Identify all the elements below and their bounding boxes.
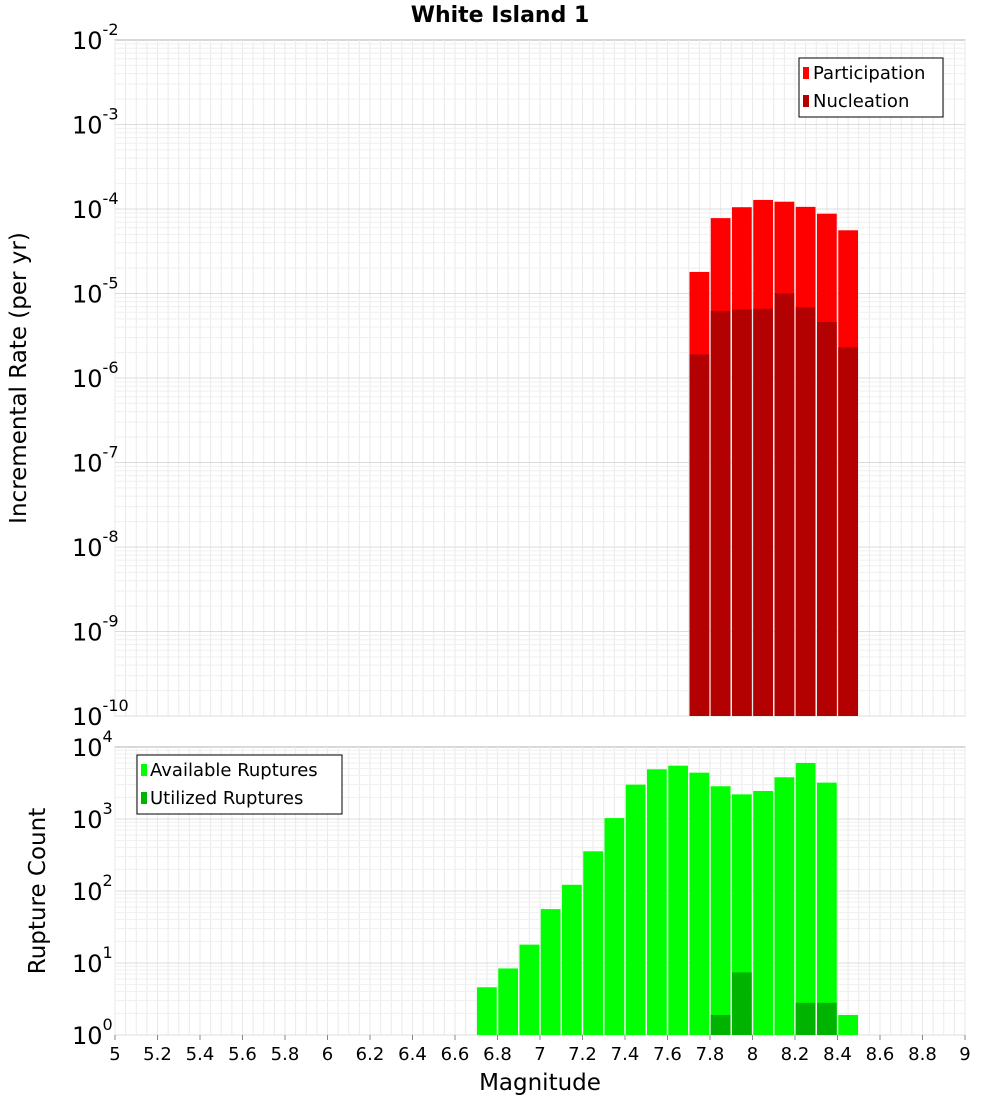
x-tick-label: 5.6 [228, 1044, 257, 1065]
x-tick-label: 7 [534, 1044, 545, 1065]
count-legend: Available Ruptures Utilized Ruptures [136, 754, 343, 815]
x-tick-label: 7.8 [696, 1044, 725, 1065]
x-tick-label: 6.2 [356, 1044, 385, 1065]
utilized-ruptures-bar [732, 972, 752, 1035]
count-y-tick-label: 104 [72, 727, 113, 762]
x-tick-label: 8 [747, 1044, 758, 1065]
available-legend-label: Available Ruptures [150, 760, 318, 781]
utilized-ruptures-bar [710, 1014, 731, 1035]
available-ruptures-bar [795, 762, 816, 1035]
x-tick-label: 8.2 [781, 1044, 810, 1065]
rate-panel: 10-10 10-9 10-8 10-7 10-6 10-5 10-4 10-3 10-2 In… [6, 20, 966, 731]
x-tick-label: 5.8 [271, 1044, 300, 1065]
available-ruptures-bar [817, 782, 837, 1035]
rate-y-axis-label: Incremental Rate (per yr) [6, 232, 32, 524]
rate-y-tick-label: 10-5 [72, 274, 119, 309]
available-ruptures-bar [625, 784, 646, 1035]
rate-legend: Participation Nucleation [798, 57, 944, 118]
available-ruptures-bar [838, 1014, 858, 1035]
x-tick-label: 7.6 [653, 1044, 682, 1065]
rate-y-tick-label: 10-3 [72, 105, 119, 140]
available-ruptures-bar [540, 909, 561, 1035]
rate-y-tick-label: 10-10 [72, 696, 129, 731]
x-axis-ticks: 5 5.2 5.4 5.6 5.8 6 6.2 6.4 6.6 6.8 7 7.2 7.4 7.6 7.8 8… [109, 1035, 971, 1065]
rate-gridlines [114, 40, 966, 717]
utilized-ruptures-bar [817, 1002, 837, 1035]
x-tick-label: 7.4 [611, 1044, 640, 1065]
utilized-legend-swatch [141, 792, 147, 804]
nucleation-bar [774, 293, 795, 716]
available-ruptures-bar [519, 944, 540, 1035]
x-tick-label: 6.6 [441, 1044, 470, 1065]
x-tick-label: 5.2 [143, 1044, 172, 1065]
rate-y-tick-label: 10-8 [72, 527, 119, 562]
available-legend-swatch [141, 764, 147, 776]
utilized-legend-label: Utilized Ruptures [150, 788, 303, 809]
count-y-ticks: 100 101 102 103 104 [72, 727, 113, 1050]
available-ruptures-bar [753, 790, 773, 1035]
x-tick-label: 8.4 [823, 1044, 852, 1065]
available-ruptures-bar [604, 818, 625, 1035]
rate-bars [689, 199, 858, 717]
rate-y-tick-label: 10-4 [72, 189, 119, 224]
available-ruptures-bar [562, 884, 582, 1035]
rate-y-tick-label: 10-6 [72, 358, 119, 393]
count-y-axis-label: Rupture Count [25, 808, 51, 974]
x-tick-label: 5 [109, 1044, 120, 1065]
x-tick-label: 7.2 [568, 1044, 597, 1065]
rate-y-tick-label: 10-2 [72, 20, 119, 55]
rate-y-tick-label: 10-9 [72, 612, 119, 647]
nucleation-bar [817, 321, 837, 716]
x-tick-label: 5.4 [186, 1044, 215, 1065]
x-tick-label: 6.8 [483, 1044, 512, 1065]
x-axis-label: Magnitude [479, 1070, 601, 1096]
rate-legend-box [798, 57, 944, 118]
nucleation-legend-label: Nucleation [813, 91, 909, 112]
nucleation-bar [795, 307, 816, 716]
nucleation-bar [732, 309, 752, 716]
available-ruptures-bar [647, 769, 667, 1035]
available-ruptures-bar [774, 777, 795, 1035]
available-ruptures-bar [498, 968, 518, 1035]
x-tick-label: 8.8 [908, 1044, 937, 1065]
utilized-ruptures-bar [795, 1002, 816, 1035]
x-tick-label: 6 [322, 1044, 333, 1065]
nucleation-bar [753, 308, 773, 716]
chart-title: White Island 1 [411, 3, 590, 28]
x-tick-label: 8.6 [866, 1044, 895, 1065]
participation-legend-label: Participation [813, 63, 925, 84]
rate-y-tick-label: 10-7 [72, 443, 119, 478]
available-ruptures-bar [710, 786, 731, 1035]
nucleation-bar [689, 354, 710, 716]
available-ruptures-bar [583, 851, 603, 1035]
count-legend-box [136, 754, 343, 815]
count-y-tick-label: 100 [72, 1015, 113, 1050]
count-y-tick-label: 102 [72, 871, 113, 906]
nucleation-bar [838, 347, 858, 716]
count-panel: 100 101 102 103 104 Rupture Count Available … [25, 727, 966, 1050]
participation-legend-swatch [803, 67, 809, 79]
available-ruptures-bar [477, 987, 497, 1035]
x-tick-label: 9 [959, 1044, 970, 1065]
rate-y-ticks: 10-10 10-9 10-8 10-7 10-6 10-5 10-4 10-3 10-2 [72, 20, 129, 731]
x-tick-label: 6.4 [398, 1044, 427, 1065]
count-bars [477, 762, 858, 1035]
count-y-tick-label: 103 [72, 799, 113, 834]
nucleation-bar [710, 311, 731, 716]
available-ruptures-bar [668, 765, 688, 1035]
available-ruptures-bar [689, 772, 710, 1035]
count-y-tick-label: 101 [72, 943, 113, 978]
nucleation-legend-swatch [803, 95, 809, 107]
